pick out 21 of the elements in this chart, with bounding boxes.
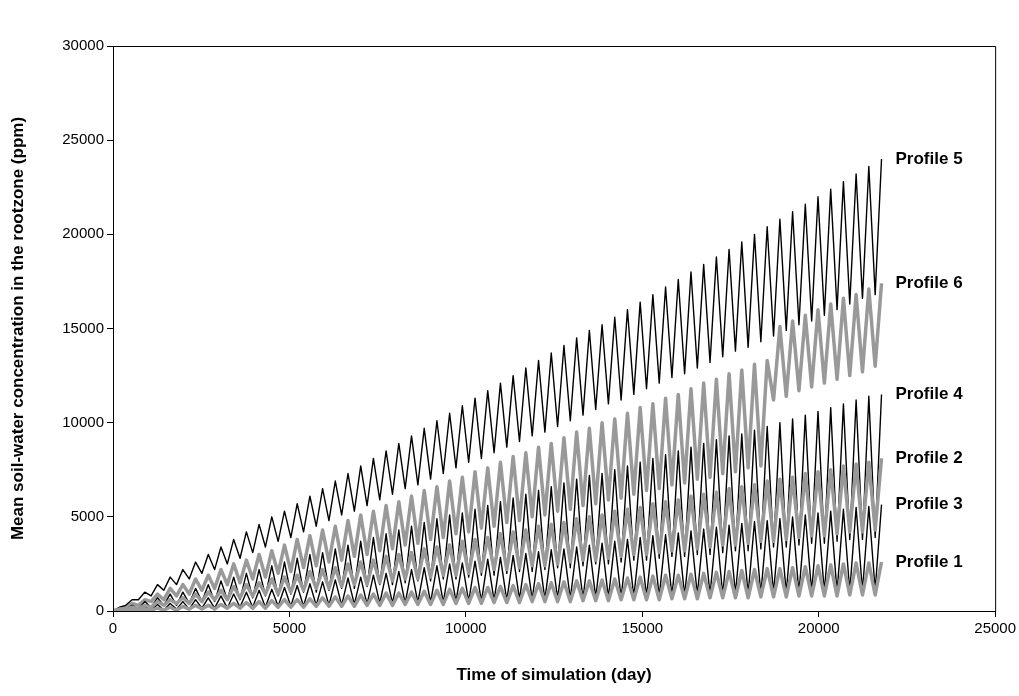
y-tick-label: 30000 <box>62 36 104 54</box>
series-label: Profile 5 <box>895 148 963 168</box>
x-tick-label: 0 <box>108 619 118 637</box>
x-axis-title: Time of simulation (day) <box>456 665 652 685</box>
series-label: Profile 2 <box>895 448 963 468</box>
series-label: Profile 3 <box>895 494 963 514</box>
y-axis-title: Mean soil-water concentration in the rootzone (ppm) <box>7 116 27 541</box>
x-tick-label: 10000 <box>445 619 487 637</box>
series-label: Profile 4 <box>895 384 964 404</box>
series-label: Profile 6 <box>895 272 963 292</box>
y-tick-label: 10000 <box>62 412 104 430</box>
x-tick-label: 15000 <box>621 619 664 637</box>
x-tick-label: 25000 <box>974 619 1016 637</box>
y-tick-label: 0 <box>95 601 104 619</box>
series-label: Profile 1 <box>895 551 963 571</box>
x-tick-label: 5000 <box>272 619 307 637</box>
y-tick-label: 20000 <box>62 224 104 242</box>
y-tick-label: 15000 <box>62 318 104 336</box>
y-tick-label: 5000 <box>70 506 104 524</box>
x-tick-label: 20000 <box>797 619 840 637</box>
y-tick-label: 25000 <box>62 130 104 148</box>
